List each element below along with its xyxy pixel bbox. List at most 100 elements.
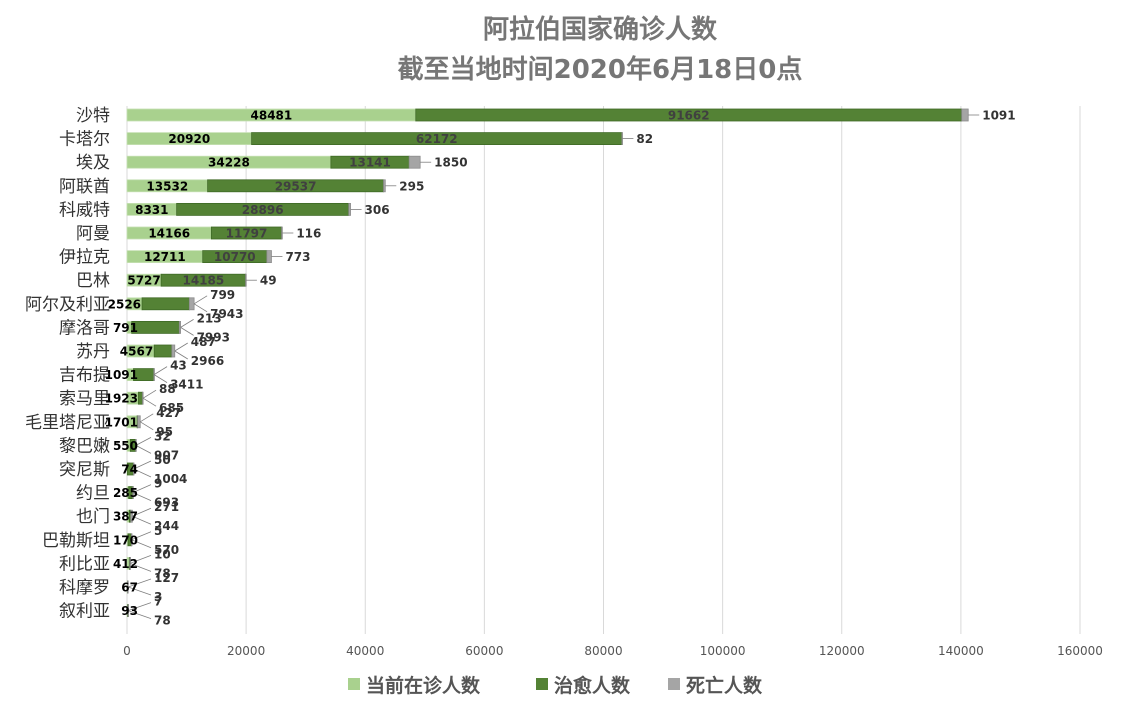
- data-label: 29537: [275, 179, 317, 193]
- data-label: 170: [113, 533, 138, 547]
- data-label: 570: [154, 543, 179, 557]
- data-label: 43: [170, 359, 187, 373]
- bar-segment: [188, 297, 195, 311]
- legend: 当前在诊人数 治愈人数 死亡人数: [348, 674, 763, 697]
- bar-segment: [137, 415, 141, 429]
- data-label: 7: [154, 595, 162, 609]
- leader-line: [193, 295, 208, 305]
- category-label: 约旦: [76, 484, 110, 504]
- data-label: 93: [121, 604, 138, 618]
- category-label: 苏丹: [76, 342, 110, 362]
- category-label: 埃及: [76, 153, 110, 173]
- leader-line: [128, 578, 152, 588]
- data-label: 5: [154, 524, 162, 538]
- bar-segment: [178, 320, 181, 334]
- bar-segment: [281, 226, 283, 240]
- data-label: 10770: [214, 250, 256, 264]
- chart-subtitle: 截至当地时间2020年6月18日0点: [398, 54, 803, 85]
- data-label: 67: [121, 581, 138, 595]
- data-label: 1091: [982, 109, 1015, 123]
- data-label: 907: [154, 448, 179, 462]
- category-label: 卡塔尔: [59, 130, 110, 150]
- x-tick-label: 40000: [346, 644, 384, 658]
- data-label: 550: [113, 439, 138, 453]
- data-label: 427: [156, 406, 181, 420]
- leader-line: [132, 507, 152, 517]
- data-label: 20920: [168, 132, 210, 146]
- data-label: 12711: [144, 250, 186, 264]
- legend-swatch: [348, 678, 360, 690]
- leader-line: [132, 484, 152, 493]
- category-label: 阿联酋: [59, 177, 110, 197]
- category-label: 伊拉克: [59, 248, 110, 268]
- category-label: 巴勒斯坦: [42, 531, 110, 551]
- leader-line: [129, 563, 152, 572]
- leader-line: [174, 342, 188, 352]
- leader-line: [127, 602, 152, 611]
- data-label: 32: [154, 429, 171, 443]
- legend-label: 当前在诊人数: [366, 674, 481, 697]
- data-label: 295: [399, 179, 424, 193]
- leader-line: [132, 492, 152, 501]
- data-label: 74: [121, 463, 138, 477]
- data-label: 127: [154, 571, 179, 585]
- leader-line: [142, 389, 157, 399]
- data-label: 3: [154, 590, 162, 604]
- category-label: 黎巴嫩: [59, 436, 110, 456]
- category-label: 利比亚: [59, 554, 110, 574]
- data-label: 8331: [135, 203, 168, 217]
- data-label: 78: [154, 566, 171, 580]
- data-label: 3411: [170, 378, 203, 392]
- data-label: 116: [296, 227, 321, 241]
- data-label: 10: [154, 547, 171, 561]
- data-label: 387: [113, 510, 138, 524]
- leader-lines: [127, 114, 980, 619]
- leader-line: [129, 555, 152, 564]
- category-label: 巴林: [76, 271, 110, 291]
- x-tick-label: 60000: [465, 644, 503, 658]
- data-label: 28896: [242, 203, 284, 217]
- leader-line: [174, 350, 188, 360]
- leader-line: [180, 327, 194, 336]
- category-label: 科威特: [59, 200, 110, 220]
- bar-segment: [348, 202, 351, 216]
- category-label: 阿曼: [76, 224, 110, 244]
- data-label: 13141: [349, 156, 391, 170]
- category-label: 摩洛哥: [59, 318, 110, 338]
- data-label: 213: [197, 311, 222, 325]
- data-label: 4567: [120, 345, 153, 359]
- category-label: 阿尔及利亚: [25, 295, 110, 315]
- data-label: 88: [159, 382, 176, 396]
- x-tick-label: 20000: [227, 644, 265, 658]
- leader-line: [131, 539, 152, 549]
- leader-line: [142, 397, 157, 407]
- leader-line: [140, 421, 154, 431]
- data-label: 9: [154, 477, 162, 491]
- chart-title: 阿拉伯国家确诊人数: [483, 14, 718, 45]
- legend-label: 治愈人数: [554, 674, 631, 697]
- bar-segment: [141, 297, 190, 311]
- data-label: 34228: [208, 156, 250, 170]
- leader-line: [131, 531, 152, 541]
- data-label: 14166: [148, 227, 190, 241]
- data-label: 1701: [105, 415, 138, 429]
- x-axis-ticks: 0 20000 40000 60000 80000 100000 120000 140000 1…: [123, 644, 1103, 658]
- data-label: 693: [154, 496, 179, 510]
- data-label: 2526: [108, 297, 141, 311]
- data-label: 14185: [182, 274, 224, 288]
- leader-line: [127, 610, 152, 619]
- data-label: 91662: [668, 109, 710, 123]
- data-label: 49: [260, 274, 277, 288]
- category-label: 沙特: [76, 106, 110, 126]
- data-label: 791: [113, 321, 138, 335]
- bar-segment: [153, 344, 173, 358]
- x-tick-label: 100000: [700, 644, 746, 658]
- category-label: 毛里塔尼亚: [25, 413, 110, 433]
- data-label: 799: [210, 288, 235, 302]
- gridlines: [126, 106, 1081, 634]
- x-tick-label: 140000: [938, 644, 984, 658]
- data-label: 412: [113, 557, 138, 571]
- x-tick-label: 0: [123, 644, 131, 658]
- x-tick-label: 160000: [1057, 644, 1103, 658]
